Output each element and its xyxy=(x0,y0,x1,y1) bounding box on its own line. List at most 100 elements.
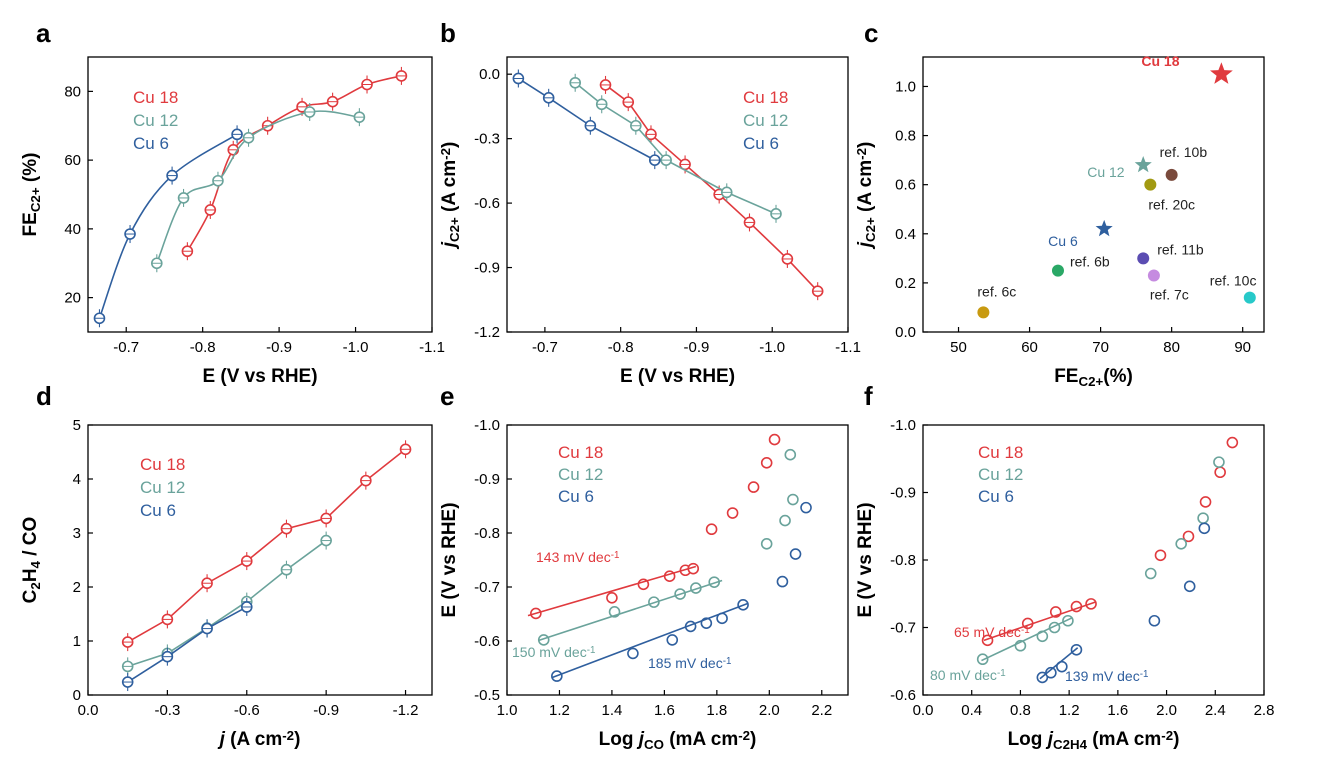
x-tick-label: -0.6 xyxy=(234,702,260,719)
legend-entry: Cu 12 xyxy=(743,111,788,130)
star-marker xyxy=(1095,219,1113,237)
data-point xyxy=(1148,614,1161,627)
panel-c: 50 60 70 80 90 0.0 0.2 0.4 0.6 0.8 1.0 FEC2+(%) jC2+… xyxy=(854,53,1265,389)
y-tick-label: -0.3 xyxy=(474,131,500,148)
x-tick-label: 1.4 xyxy=(601,702,622,719)
y-tick-label: -0.7 xyxy=(890,620,916,637)
point-label: ref. 7c xyxy=(1150,287,1189,303)
x-tick-label: 1.0 xyxy=(497,702,518,719)
x-tick-label: 2.2 xyxy=(811,702,832,719)
data-point xyxy=(776,575,789,588)
x-axis-label: Log jC2H4 (mA cm-2) xyxy=(1008,728,1180,752)
legend-entry: Cu 12 xyxy=(140,478,185,497)
y-tick-label: 0.0 xyxy=(895,324,916,341)
panel-label-f: f xyxy=(864,381,873,411)
circle-marker xyxy=(1144,178,1157,191)
panel-f: 0.0 0.4 0.8 1.2 1.6 2.0 2.4 2.8 -0.6 -0.7 -0.8 -0.9… xyxy=(855,417,1274,752)
y-axis-label: E (V vs RHE) xyxy=(855,502,876,617)
fit-line xyxy=(527,565,697,617)
data-point xyxy=(768,433,781,446)
x-axis-label: Log jCO (mA cm-2) xyxy=(599,728,757,752)
series-line xyxy=(127,606,248,683)
y-tick-label: 4 xyxy=(73,471,81,488)
x-axis-label: FEC2+(%) xyxy=(1054,366,1133,389)
y-tick-label: -1.0 xyxy=(890,417,916,434)
series-line xyxy=(517,77,656,161)
data-point xyxy=(784,448,797,461)
x-tick-label: 0.0 xyxy=(913,702,934,719)
data-point xyxy=(1045,666,1057,679)
y-tick-label: -0.5 xyxy=(474,687,500,704)
x-tick-label: 0.0 xyxy=(78,702,99,719)
series-cu-12: 80 mV dec-1 xyxy=(930,456,1225,683)
slope-label: 185 mV dec-1 xyxy=(648,655,731,671)
x-tick-label: 1.2 xyxy=(1059,702,1080,719)
data-point xyxy=(747,481,760,493)
x-tick-label: 80 xyxy=(1163,339,1180,356)
series-cu-12 xyxy=(121,531,332,676)
plot-frame xyxy=(922,56,1265,333)
x-axis-label: E (V vs RHE) xyxy=(620,366,735,387)
point-label: ref. 6c xyxy=(977,283,1016,299)
data-point xyxy=(779,514,791,527)
x-tick-label: -1.0 xyxy=(343,339,369,356)
fit-line xyxy=(983,601,1097,642)
data-point xyxy=(760,456,773,469)
panel-label-b: b xyxy=(440,18,456,48)
y-tick-label: -0.9 xyxy=(890,485,916,502)
data-point xyxy=(705,523,718,536)
data-point xyxy=(1214,466,1226,479)
circle-marker xyxy=(1137,252,1150,265)
data-point xyxy=(1182,530,1195,543)
y-tick-label: -0.9 xyxy=(474,471,500,488)
series-cu-6 xyxy=(512,69,661,170)
y-tick-label: 5 xyxy=(73,417,81,434)
data-point xyxy=(1213,456,1225,468)
y-tick-label: -1.0 xyxy=(474,417,500,434)
data-point xyxy=(1183,580,1196,593)
star-marker xyxy=(1134,156,1152,173)
y-tick-label: -0.9 xyxy=(474,260,500,277)
data-point xyxy=(760,537,773,550)
panel-d: 0.0 -0.3 -0.6 -0.9 -1.2 0 1 2 3 4 5 j (A cm-2) C2H4 … xyxy=(20,417,433,750)
slope-label: 143 mV dec-1 xyxy=(536,549,619,565)
data-point xyxy=(800,501,812,514)
data-point xyxy=(606,591,618,604)
y-tick-label: 2 xyxy=(73,579,81,596)
x-tick-label: 1.8 xyxy=(706,702,727,719)
x-tick-label: 0.8 xyxy=(1010,702,1031,719)
series-cu-6 xyxy=(93,125,243,328)
y-tick-label: -0.6 xyxy=(474,633,500,650)
panel-label-a: a xyxy=(36,18,51,48)
x-tick-label: -0.7 xyxy=(113,339,139,356)
circle-marker xyxy=(1051,264,1064,277)
series-cu-12 xyxy=(569,73,782,223)
circle-marker xyxy=(977,306,990,319)
x-tick-label: 50 xyxy=(950,339,967,356)
series-line xyxy=(127,539,327,668)
circle-marker xyxy=(1243,291,1256,304)
fit-line xyxy=(551,602,749,679)
series-cu-6: 185 mV dec-1 xyxy=(551,501,812,682)
series-cu-18: 65 mV dec-1 xyxy=(954,436,1239,647)
legend-entry: Cu 18 xyxy=(133,88,178,107)
x-tick-label: 60 xyxy=(1021,339,1038,356)
legend-entry: Cu 18 xyxy=(558,443,603,462)
x-tick-label: -0.3 xyxy=(154,702,180,719)
series-cu-6 xyxy=(121,597,253,692)
x-tick-label: -0.9 xyxy=(266,339,292,356)
series-cu-12 xyxy=(151,103,366,273)
y-tick-label: -0.8 xyxy=(890,552,916,569)
panel-label-d: d xyxy=(36,381,52,411)
data-point xyxy=(1198,522,1211,535)
x-tick-label: 2.0 xyxy=(759,702,780,719)
x-tick-label: -1.2 xyxy=(393,702,419,719)
x-tick-label: -1.1 xyxy=(835,339,861,356)
x-tick-label: -0.9 xyxy=(684,339,710,356)
data-point xyxy=(789,548,802,560)
panel-e: 1.0 1.2 1.4 1.6 1.8 2.0 2.2 -0.5 -0.6 -0.7 -0.8 -0.… xyxy=(439,417,849,752)
plot-frame xyxy=(922,424,1265,696)
star-marker xyxy=(1210,62,1233,84)
y-axis-label: E (V vs RHE) xyxy=(439,502,460,617)
fit-line xyxy=(538,579,723,642)
